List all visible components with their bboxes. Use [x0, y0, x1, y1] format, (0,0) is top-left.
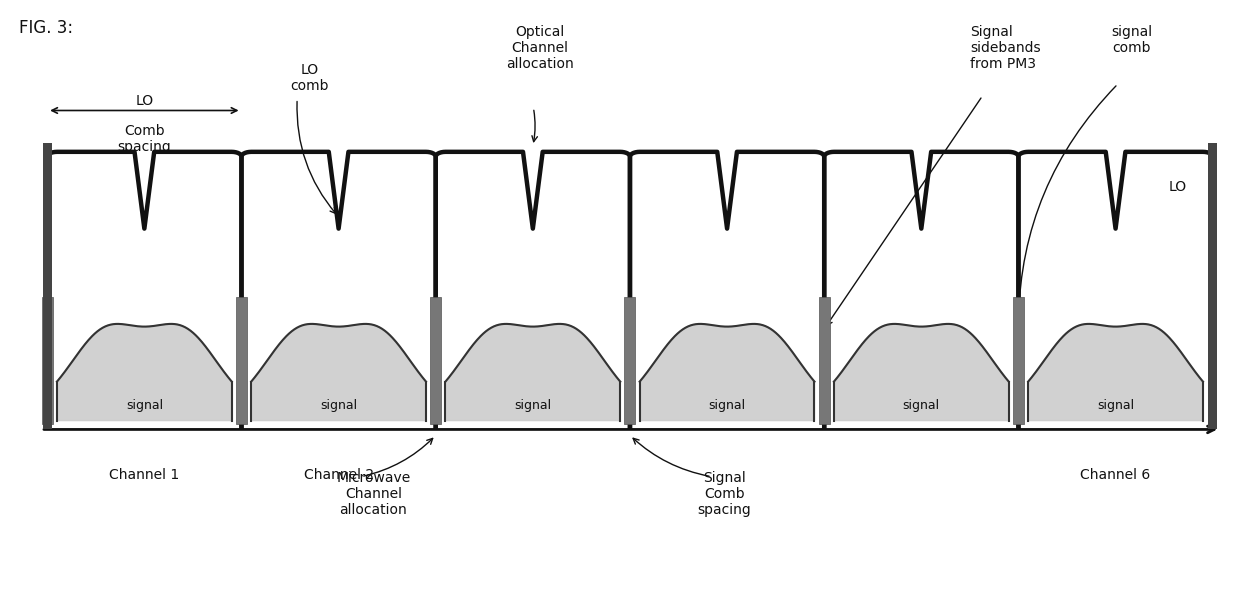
- Polygon shape: [1028, 324, 1203, 420]
- Polygon shape: [57, 324, 232, 420]
- Bar: [1208, 143, 1217, 429]
- Text: Signal
sidebands
from PM3: Signal sidebands from PM3: [970, 25, 1041, 71]
- Text: signal: signal: [1097, 399, 1134, 412]
- Text: Microwave
Channel
allocation: Microwave Channel allocation: [336, 471, 410, 517]
- Text: Channel 6: Channel 6: [1080, 468, 1151, 482]
- Bar: [624, 297, 636, 423]
- Text: signal: signal: [126, 399, 162, 412]
- Bar: [1014, 297, 1023, 423]
- Text: signal: signal: [709, 399, 746, 412]
- Text: FIG. 3:: FIG. 3:: [19, 19, 73, 37]
- Text: Signal
Comb
spacing: Signal Comb spacing: [698, 471, 751, 517]
- Bar: [43, 143, 52, 429]
- Polygon shape: [639, 324, 814, 420]
- Text: signal: signal: [514, 399, 551, 412]
- Text: signal: signal: [903, 399, 940, 412]
- Text: Channel 1: Channel 1: [109, 468, 180, 482]
- Text: LO: LO: [1168, 180, 1187, 194]
- Bar: [235, 297, 247, 423]
- Text: signal
comb: signal comb: [1111, 25, 1154, 55]
- Polygon shape: [446, 324, 621, 420]
- Bar: [430, 297, 441, 423]
- Text: Channel 2: Channel 2: [304, 468, 374, 482]
- Polygon shape: [252, 324, 426, 420]
- Text: LO: LO: [135, 93, 154, 108]
- Text: Optical
Channel
allocation: Optical Channel allocation: [506, 25, 574, 71]
- Bar: [42, 297, 53, 423]
- Text: signal: signal: [320, 399, 357, 412]
- Text: LO
comb: LO comb: [290, 62, 328, 93]
- Bar: [819, 297, 830, 423]
- Polygon shape: [834, 324, 1009, 420]
- Text: Comb
spacing: Comb spacing: [118, 108, 171, 154]
